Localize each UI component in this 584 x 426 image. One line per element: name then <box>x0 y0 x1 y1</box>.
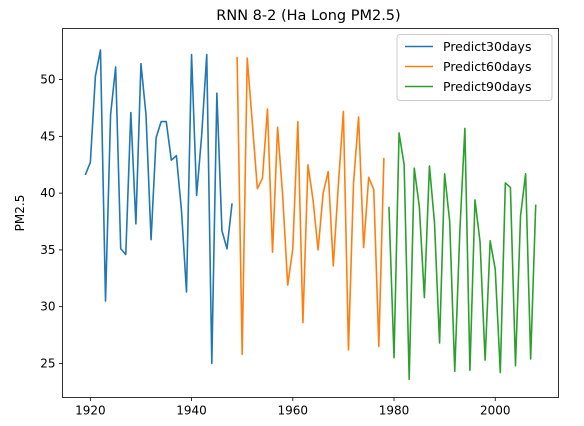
chart-title: RNN 8-2 (Ha Long PM2.5) <box>216 8 400 24</box>
y-tick-label: 50 <box>40 73 55 87</box>
series-line-2 <box>236 56 385 356</box>
y-tick-label: 45 <box>40 129 55 143</box>
y-axis-label: PM2.5 <box>13 195 27 232</box>
y-tick-label: 30 <box>40 300 55 314</box>
series-line-1 <box>84 49 233 365</box>
legend: Predict30days Predict60days Predict90days <box>396 34 553 101</box>
x-tick-label: 2000 <box>480 404 511 418</box>
x-tick-label: 1960 <box>278 404 309 418</box>
y-tick-label: 35 <box>40 243 55 257</box>
legend-label-1: Predict30days <box>443 39 531 54</box>
x-tick-label: 1920 <box>75 404 106 418</box>
series-line-3 <box>388 127 537 381</box>
legend-label-2: Predict60days <box>443 59 531 74</box>
plot-frame <box>62 28 559 398</box>
y-tick-label: 40 <box>40 186 55 200</box>
y-tick-label: 25 <box>40 356 55 370</box>
series-group <box>84 49 537 381</box>
legend-label-3: Predict90days <box>443 79 531 94</box>
legend-box <box>396 34 553 101</box>
y-axis: 25 30 35 40 45 50 <box>40 73 63 370</box>
x-tick-label: 1940 <box>176 404 207 418</box>
x-tick-label: 1980 <box>379 404 410 418</box>
x-axis: 1920 1940 1960 1980 2000 <box>75 397 511 418</box>
